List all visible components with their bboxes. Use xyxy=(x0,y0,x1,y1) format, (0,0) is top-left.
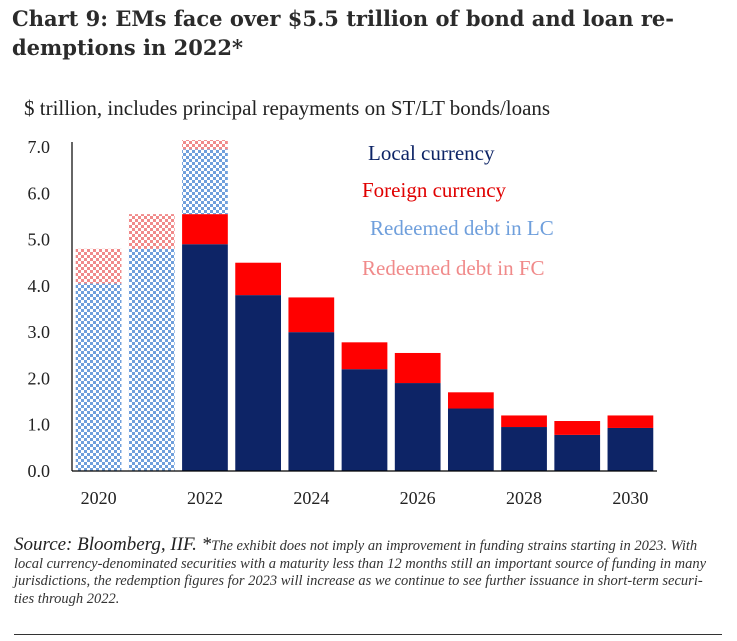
x-axis-tick-labels: 2020 2022 2024 2026 2028 2030 xyxy=(81,488,649,508)
legend-foreign: Foreign currency xyxy=(362,178,507,202)
chart-title-line-2: demptions in 2022* xyxy=(12,35,244,60)
bar-foreign-2028 xyxy=(501,415,547,428)
bar-redeemed-fc-2020 xyxy=(75,248,122,284)
y-tick-label: 5.0 xyxy=(28,230,51,250)
y-tick-label: 3.0 xyxy=(28,322,51,342)
x-tick-label: 2020 xyxy=(81,488,117,508)
legend-redeemed-lc: Redeemed debt in LC xyxy=(370,216,554,240)
bar-redeemed-lc-2022 xyxy=(182,149,228,215)
legend: Local currency Foreign currency Redeemed d… xyxy=(362,141,554,280)
bottom-rule xyxy=(14,634,722,635)
chart-title: Chart 9: EMs face over $5.5 trillion of … xyxy=(12,4,702,62)
y-tick-label: 4.0 xyxy=(28,276,51,296)
bar-foreign-2030 xyxy=(607,415,654,428)
y-tick-label: 1.0 xyxy=(28,415,51,435)
axes xyxy=(71,142,657,472)
chart-subtitle: $ trillion, includes principal repayment… xyxy=(24,96,551,120)
y-tick-label: 6.0 xyxy=(28,183,51,203)
source-note: Source: Bloomberg, IIF. *The exhibit doe… xyxy=(14,534,722,608)
bar-local-2030 xyxy=(607,427,654,471)
y-axis-tick-labels: 0.0 1.0 2.0 3.0 4.0 5.0 6.0 7.0 xyxy=(28,137,51,481)
bar-foreign-2024 xyxy=(288,297,335,333)
bar-foreign-2026 xyxy=(394,352,441,384)
legend-local: Local currency xyxy=(368,141,495,165)
bar-foreign-2023 xyxy=(235,262,282,296)
x-tick-label: 2024 xyxy=(293,488,329,508)
bar-local-2029 xyxy=(554,434,601,471)
bar-chart: 0.01.02.03.04.05.06.07.0 2020 2022 2024 202… xyxy=(28,137,657,508)
bar-local-2024 xyxy=(288,332,335,471)
bar-local-2025 xyxy=(341,369,388,471)
bar-local-2027 xyxy=(447,408,494,471)
source-text: The exhibit does not imply an improvemen… xyxy=(14,538,707,607)
x-tick-label: 2030 xyxy=(612,488,648,508)
x-tick-label: 2028 xyxy=(506,488,542,508)
bar-redeemed-fc-2022 xyxy=(182,140,228,150)
bar-foreign-2022 xyxy=(182,214,228,245)
bar-redeemed-lc-2021 xyxy=(128,248,175,471)
source-lead: Source: Bloomberg, IIF. * xyxy=(14,534,212,555)
x-tick-label: 2022 xyxy=(187,488,223,508)
bar-redeemed-lc-2020 xyxy=(75,283,122,471)
bar-local-2026 xyxy=(394,383,441,471)
bar-local-2023 xyxy=(235,295,282,471)
bar-foreign-2027 xyxy=(447,392,494,409)
x-tick-label: 2026 xyxy=(400,488,436,508)
y-tick-label: 2.0 xyxy=(28,368,51,388)
bar-local-2022 xyxy=(182,244,228,471)
bars xyxy=(75,140,654,471)
legend-redeemed-fc: Redeemed debt in FC xyxy=(362,256,545,280)
bar-foreign-2025 xyxy=(341,342,388,370)
bar-foreign-2029 xyxy=(554,421,601,435)
y-tick-label: 7.0 xyxy=(28,137,51,157)
chart-title-line-1: Chart 9: EMs face over $5.5 trillion of … xyxy=(12,6,674,31)
y-tick-label: 0.0 xyxy=(28,461,51,481)
bar-redeemed-fc-2021 xyxy=(128,214,175,249)
bar-local-2028 xyxy=(501,427,547,471)
